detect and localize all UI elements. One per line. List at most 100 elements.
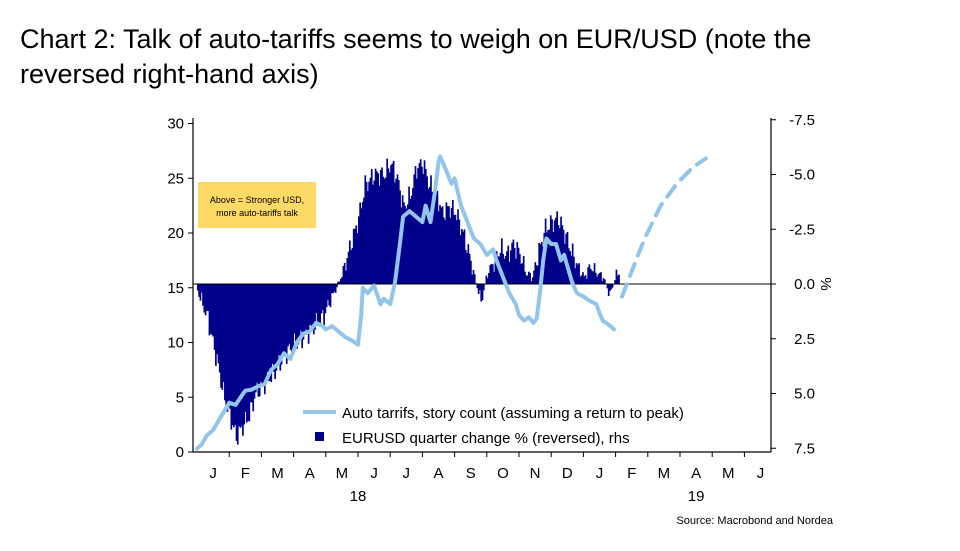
bar	[233, 284, 235, 428]
bar	[486, 278, 489, 284]
bar	[252, 284, 255, 412]
bar	[226, 284, 229, 412]
bar	[506, 251, 508, 284]
bar	[333, 284, 336, 292]
bar	[403, 202, 405, 284]
bar	[287, 284, 289, 347]
bar	[443, 217, 445, 284]
bar	[297, 284, 300, 345]
bar	[585, 278, 588, 284]
bar	[461, 229, 463, 284]
bar	[288, 284, 291, 344]
bar	[240, 284, 243, 427]
annotation-box: Above = Stronger USD, more auto-tariffs …	[198, 182, 316, 228]
bar	[274, 284, 276, 380]
bar	[427, 188, 430, 284]
bar	[495, 251, 498, 284]
bar	[616, 275, 619, 284]
bar	[594, 272, 597, 284]
bar	[412, 187, 414, 284]
bar	[485, 275, 488, 284]
bar	[315, 284, 318, 314]
bar	[539, 244, 542, 284]
bar	[601, 281, 604, 284]
bar	[449, 217, 452, 284]
bar	[431, 191, 434, 284]
bar	[269, 284, 271, 381]
bar	[320, 284, 323, 314]
bar	[406, 204, 409, 284]
bar-series	[197, 158, 620, 445]
bar	[284, 284, 287, 353]
bar	[339, 278, 342, 284]
bar	[204, 284, 207, 316]
bar	[225, 284, 228, 406]
bar	[473, 274, 476, 284]
bar	[396, 174, 399, 284]
bar	[355, 225, 358, 284]
bar	[198, 284, 200, 297]
bar	[414, 166, 417, 284]
annotation-text-line2: more auto-tariffs talk	[216, 208, 298, 218]
bar	[509, 250, 512, 284]
bar	[535, 265, 538, 284]
bar	[513, 248, 516, 284]
right-axis-tick-label: 2.5	[794, 331, 815, 348]
bar	[600, 272, 602, 284]
bar	[538, 242, 541, 284]
bar	[385, 177, 387, 284]
bar	[218, 284, 221, 373]
bar	[549, 215, 552, 284]
bar	[574, 268, 577, 284]
bar	[222, 284, 225, 383]
bar	[480, 284, 483, 302]
bar	[231, 284, 234, 426]
x-axis-month-label: N	[530, 465, 541, 482]
x-axis-month-label: J	[757, 465, 765, 482]
left-axis-tick-label: 30	[167, 116, 184, 133]
bar	[457, 209, 459, 284]
bar	[258, 284, 261, 397]
bar	[493, 271, 495, 284]
right-axis: 7.5 5.0 2.5 0.0 -2.5 -5.0 -7.5	[771, 112, 815, 457]
bar	[382, 176, 385, 284]
bar	[450, 207, 453, 284]
bar	[566, 231, 569, 284]
bar	[200, 284, 203, 293]
bar	[418, 163, 421, 284]
bar	[306, 284, 309, 335]
bar	[354, 228, 356, 284]
left-axis-tick-label: 0	[176, 444, 184, 461]
bar	[343, 262, 346, 284]
bar	[207, 284, 209, 312]
bar	[365, 181, 368, 284]
bar	[552, 231, 555, 284]
bar	[327, 284, 329, 300]
bar	[229, 284, 231, 409]
bar	[423, 160, 426, 284]
bar	[588, 264, 591, 284]
bar	[470, 260, 472, 284]
bar	[507, 245, 510, 284]
bar	[584, 275, 587, 284]
bar	[445, 202, 448, 284]
bar	[271, 284, 274, 364]
bar	[334, 284, 337, 293]
bar	[342, 266, 345, 284]
bar	[337, 281, 340, 284]
bar	[526, 275, 529, 284]
bar	[348, 240, 351, 284]
bar	[318, 284, 320, 327]
story-count-projection-line	[620, 156, 708, 299]
bar	[573, 256, 575, 284]
bar	[525, 275, 528, 284]
bar	[324, 284, 327, 314]
bar	[373, 180, 376, 284]
bar	[611, 284, 614, 288]
bar	[292, 284, 294, 352]
bar	[301, 284, 304, 349]
x-axis-month-label: S	[466, 465, 476, 482]
bar	[607, 284, 610, 297]
bar	[482, 284, 485, 291]
bar	[533, 270, 535, 284]
